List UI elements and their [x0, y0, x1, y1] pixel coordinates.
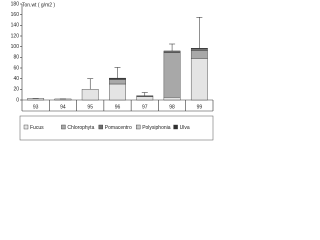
- bar-segment: [190, 48, 208, 49]
- bar-segment: [190, 58, 208, 101]
- legend-label: Chlorophyta: [67, 125, 94, 131]
- bar-segment: [109, 77, 126, 79]
- legend-swatch: [173, 124, 178, 130]
- y-tick-label: 20: [13, 87, 19, 93]
- bar-segment: [190, 48, 208, 51]
- bar-segment: [163, 50, 181, 53]
- x-tick-label: 99: [197, 104, 203, 110]
- legend-label: Fucus: [30, 125, 44, 131]
- legend-swatch: [61, 124, 66, 130]
- x-tick-label: 94: [60, 104, 66, 110]
- x-tick-label: 97: [142, 104, 148, 110]
- y-tick-label: 0: [16, 97, 19, 103]
- legend-swatch: [98, 124, 104, 130]
- x-tick-label: 98: [169, 104, 175, 110]
- bar-segment: [163, 97, 181, 101]
- page: {"chart_data": {"type": "stacked_bar", "…: [0, 0, 216, 144]
- bar-segment: [136, 95, 154, 97]
- bar-segment: [81, 89, 99, 101]
- chart: Ton.wt ( g/m2 ) 0 20 40 60 80 100 120 140 160 180…: [11, 1, 214, 141]
- legend-label: Pomacentro: [105, 125, 132, 131]
- legend-swatch: [23, 124, 29, 130]
- bar-segment: [190, 50, 208, 59]
- y-tick-label: 60: [13, 65, 19, 71]
- bar-segment: [163, 52, 181, 98]
- bar-segment: [109, 83, 126, 101]
- y-axis-label: Ton.wt ( g/m2 ): [22, 2, 55, 8]
- legend-label: Ulva: [180, 125, 190, 131]
- x-tick-label: 95: [87, 104, 93, 110]
- bar-segment: [109, 79, 126, 85]
- x-tick-label: 93: [33, 104, 39, 110]
- y-tick-label: 160: [11, 12, 20, 18]
- y-tick-label: 40: [13, 76, 19, 82]
- legend-swatch: [135, 124, 141, 130]
- legend-label: Polysiphonia: [142, 125, 171, 131]
- y-tick-label: 80: [13, 55, 19, 61]
- bar-segment: [136, 96, 154, 101]
- y-tick-label: 100: [11, 44, 20, 50]
- y-tick-label: 140: [11, 23, 20, 29]
- x-tick-label: 96: [115, 104, 121, 110]
- legend-box: [19, 115, 214, 141]
- y-tick-label: 120: [11, 33, 20, 39]
- y-tick-label: 180: [11, 1, 20, 7]
